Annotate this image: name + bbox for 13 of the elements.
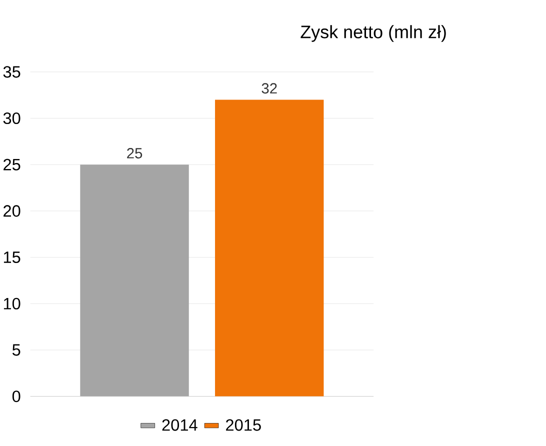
y-tick-label: 0 <box>12 390 20 402</box>
chart-title: Zysk netto (mln zł) <box>300 25 446 42</box>
data-label: 32 <box>262 83 277 94</box>
legend-label: 2015 <box>226 419 261 431</box>
legend-label: 2014 <box>162 419 198 431</box>
y-tick-label: 20 <box>4 205 20 217</box>
y-tick-label: 35 <box>3 66 20 78</box>
y-tick-label: 5 <box>12 344 20 356</box>
y-tick-label: 25 <box>4 158 20 170</box>
y-tick-label: 15 <box>4 252 20 263</box>
data-label: 25 <box>127 148 142 158</box>
y-tick-label: 10 <box>4 298 20 310</box>
y-tick-label: 30 <box>3 112 20 124</box>
